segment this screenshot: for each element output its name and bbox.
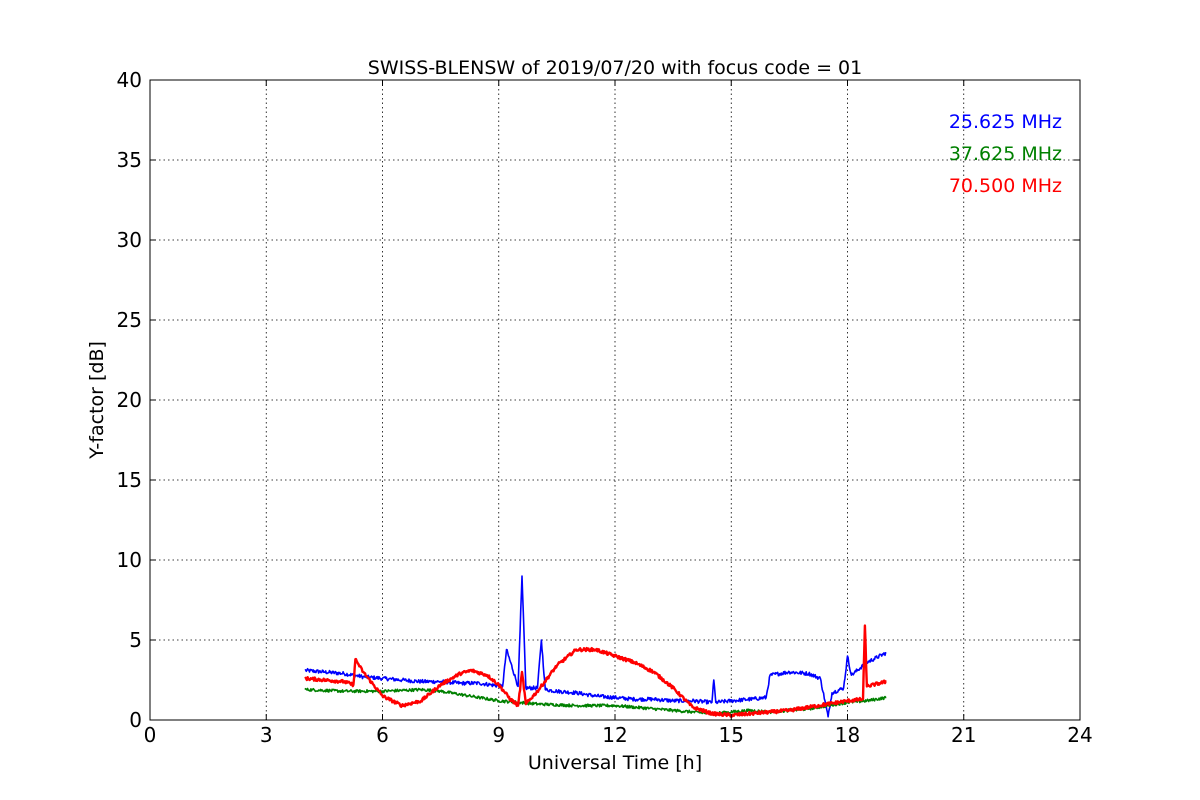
x-tick-label: 6 xyxy=(376,723,389,747)
y-tick-label: 20 xyxy=(117,388,142,412)
y-tick-label: 40 xyxy=(117,68,142,92)
x-tick-label: 15 xyxy=(719,723,744,747)
y-tick-label: 25 xyxy=(117,308,142,332)
x-tick-label: 21 xyxy=(951,723,976,747)
x-tick-labels: 0 3 6 9 12 15 18 21 24 xyxy=(144,723,1093,747)
y-tick-labels: 0 5 10 15 20 25 30 35 40 xyxy=(117,68,142,732)
x-tick-label: 3 xyxy=(260,723,273,747)
y-tick-label: 30 xyxy=(117,228,142,252)
x-axis-label: Universal Time [h] xyxy=(528,752,702,774)
series-line-3 xyxy=(304,624,887,718)
legend: 25.625 MHz 37.625 MHz 70.500 MHz xyxy=(949,111,1062,197)
x-tick-label: 18 xyxy=(835,723,860,747)
legend-entry: 25.625 MHz xyxy=(949,111,1062,133)
ticks xyxy=(149,79,1081,721)
y-tick-label: 5 xyxy=(129,628,142,652)
x-tick-label: 24 xyxy=(1067,723,1092,747)
y-tick-label: 35 xyxy=(117,148,142,172)
series-layer xyxy=(304,575,887,718)
x-tick-label: 12 xyxy=(602,723,627,747)
y-axis-label: Y-factor [dB] xyxy=(86,341,108,460)
grid xyxy=(150,80,1080,720)
x-tick-label: 0 xyxy=(144,723,157,747)
series-line-1 xyxy=(304,575,887,718)
chart-title: SWISS-BLENSW of 2019/07/20 with focus co… xyxy=(368,57,862,79)
y-tick-label: 15 xyxy=(117,468,142,492)
y-tick-label: 10 xyxy=(117,548,142,572)
x-tick-label: 9 xyxy=(492,723,505,747)
legend-entry: 70.500 MHz xyxy=(949,175,1062,197)
y-tick-label: 0 xyxy=(129,708,142,732)
legend-entry: 37.625 MHz xyxy=(949,143,1062,165)
